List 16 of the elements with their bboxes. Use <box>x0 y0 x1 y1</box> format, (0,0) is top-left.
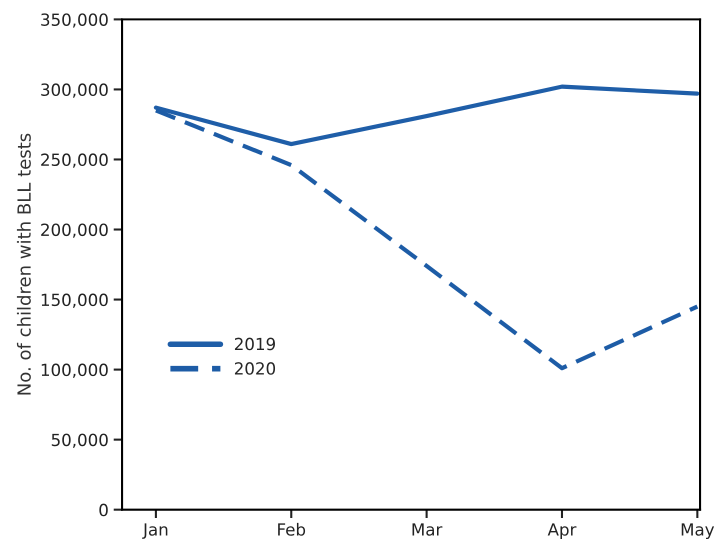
y-tick-label: 0 <box>99 504 108 516</box>
x-tick-label: Mar <box>412 523 442 536</box>
x-tick-label: Feb <box>278 522 306 536</box>
y-tick-label: 150,000 <box>42 294 108 308</box>
y-tick-label: 50,000 <box>52 434 108 448</box>
y-tick-label: 350,000 <box>41 13 108 28</box>
x-tick-label: Apr <box>548 523 576 540</box>
x-tick-label: Jan <box>142 523 168 539</box>
y-tick-label: 250,000 <box>41 153 108 168</box>
legend-label: 2020 <box>234 362 276 375</box>
y-tick-label: 200,000 <box>41 223 108 238</box>
y-tick-label: 300,000 <box>41 83 108 98</box>
y-axis-title: No. of children with BLL tests <box>16 134 31 394</box>
y-tick-label: 100,000 <box>42 364 108 378</box>
legend-label: 2019 <box>234 338 275 350</box>
x-tick-label: May <box>682 523 714 540</box>
